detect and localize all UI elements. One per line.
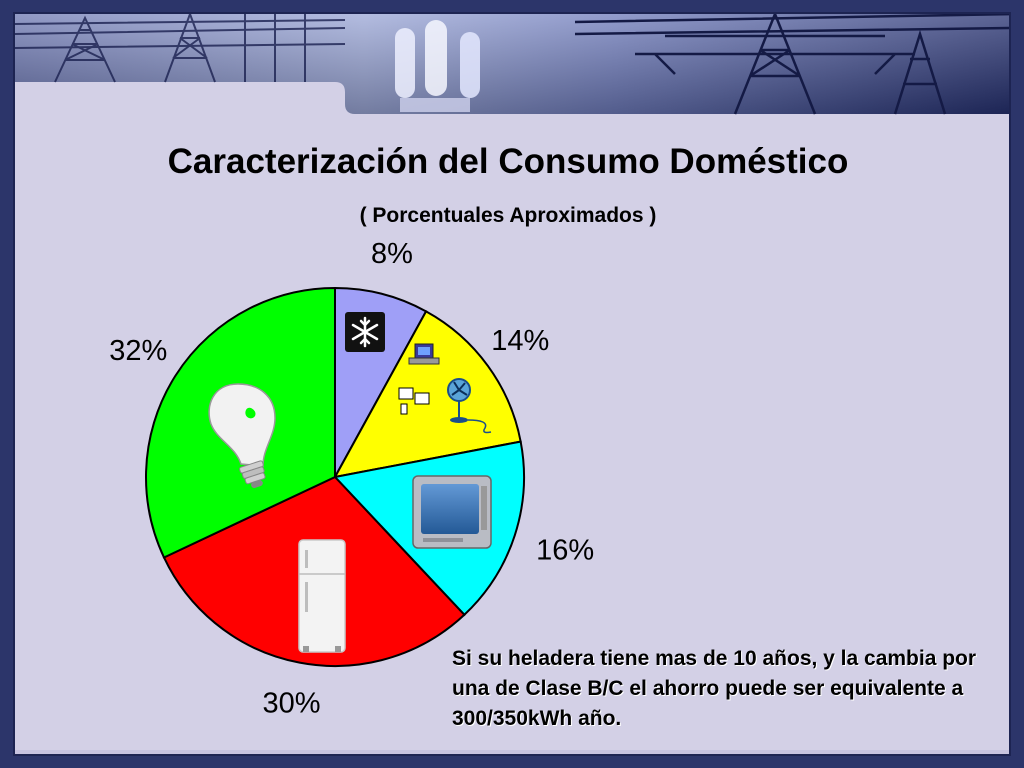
header-banner [15, 14, 1009, 115]
light-bulbs-icon [395, 20, 480, 112]
light-bulb-icon [208, 383, 276, 488]
slice-label-8: 8% [371, 238, 413, 270]
slice-labels: 8% 14% 16% 30% 32% [109, 238, 594, 720]
slice-label-16: 16% [536, 534, 594, 566]
snowflake-icon [345, 312, 385, 352]
television-icon [412, 475, 492, 549]
slice-icons [208, 312, 492, 653]
content-panel: Caracterización del Consumo Doméstico ( … [13, 12, 1011, 756]
savings-note: Si su heladera tiene mas de 10 años, y l… [452, 647, 977, 730]
slice-label-14: 14% [491, 325, 549, 357]
bottom-bar [15, 750, 1009, 754]
power-tower-icon [15, 14, 346, 83]
refrigerator-icon [298, 539, 346, 653]
chart-subtitle: ( Porcentuales Aproximados ) [359, 204, 657, 227]
power-tower-right-icon [574, 14, 1009, 115]
pie-chart: 8% 14% 16% 30% 32% [109, 238, 594, 720]
slice-label-32: 32% [109, 335, 167, 367]
chart-title: Caracterización del Consumo Doméstico [167, 142, 849, 181]
slice-label-30: 30% [263, 688, 321, 720]
computer-and-fan-icon [398, 343, 492, 434]
